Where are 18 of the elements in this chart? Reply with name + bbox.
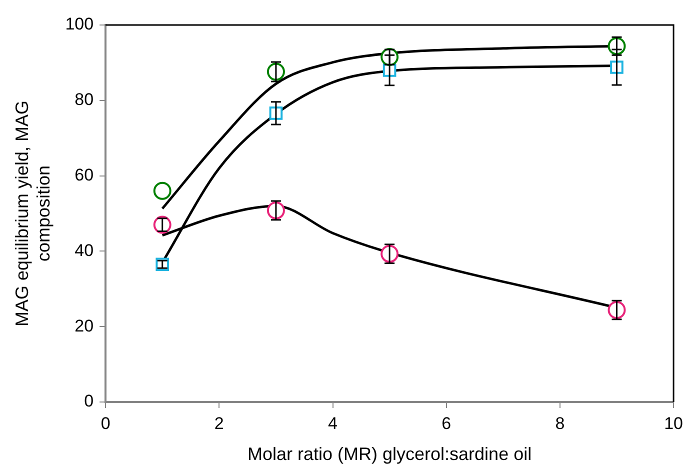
x-axis-title: Molar ratio (MR) glycerol:sardine oil [248, 444, 532, 464]
y-tick-label: 0 [84, 392, 94, 411]
x-tick-label: 0 [100, 414, 110, 433]
point [156, 258, 170, 272]
y-tick-label: 60 [74, 165, 94, 184]
x-tick-label: 2 [214, 414, 224, 433]
point [153, 216, 172, 234]
x-tick-label: 4 [328, 414, 338, 433]
y-axis-title: MAG equilibrium yield, MAG composition [12, 100, 54, 327]
x-tick-label: 10 [664, 414, 684, 433]
y-tick-label: 20 [74, 316, 94, 336]
y-tick-label: 40 [74, 240, 94, 260]
point [380, 48, 399, 66]
y-tick-label: 100 [65, 14, 94, 34]
x-tick-label: 6 [442, 414, 452, 433]
point [153, 182, 172, 200]
x-tick-label: 8 [555, 414, 565, 433]
y-tick-label: 80 [74, 90, 94, 110]
